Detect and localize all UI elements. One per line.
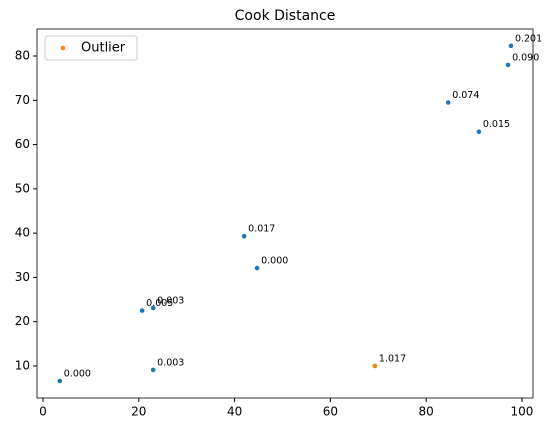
point-label: 0.017: [248, 224, 275, 235]
point-label: 0.003: [157, 295, 184, 306]
point-label: 0.003: [157, 357, 184, 368]
point: [139, 308, 145, 313]
y-tick-label: 70: [15, 93, 30, 107]
x-tick-label: 80: [419, 405, 434, 419]
y-tick-label: 80: [15, 49, 30, 63]
y-tick-label: 20: [15, 314, 30, 328]
point: [372, 363, 378, 369]
x-tick-label: 20: [131, 405, 146, 419]
y-tick-label: 50: [15, 181, 30, 195]
legend-marker: [60, 45, 66, 51]
point: [150, 305, 156, 311]
legend-box: [44, 35, 138, 61]
legend-label: Outlier: [81, 41, 126, 56]
y-tick-label: 30: [15, 270, 30, 284]
point-label: 1.017: [379, 353, 406, 364]
point-label: 0.005: [146, 298, 173, 309]
point: [150, 367, 156, 373]
y-tick-label: 60: [15, 137, 30, 151]
plot-frame: [36, 28, 534, 399]
x-tick-label: 0: [39, 405, 47, 419]
point: [57, 378, 63, 384]
point: [445, 100, 451, 105]
y-tick-label: 10: [15, 358, 30, 372]
point-label: 0.090: [512, 52, 539, 63]
point: [476, 129, 482, 135]
point-label: 0.000: [64, 368, 91, 379]
point: [505, 62, 511, 68]
point: [508, 43, 514, 49]
point-label: 0.074: [452, 90, 479, 101]
point-label: 0.000: [261, 256, 288, 267]
y-tick-label: 40: [15, 226, 30, 240]
x-tick-label: 40: [227, 405, 242, 419]
point: [241, 233, 247, 239]
point-label: 0.015: [483, 119, 510, 130]
x-tick-label: 60: [323, 405, 338, 419]
point-label: 0.201: [515, 33, 542, 44]
point: [254, 265, 260, 271]
x-tick-label: 100: [511, 405, 534, 419]
chart-title: Cook Distance: [235, 8, 336, 24]
